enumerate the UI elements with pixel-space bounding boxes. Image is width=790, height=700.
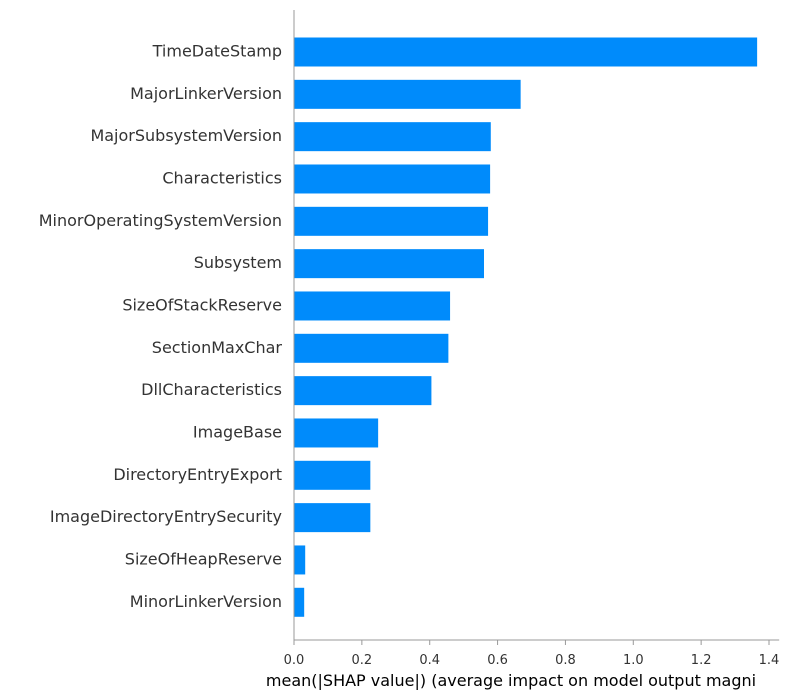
- bar-sectionmaxchar: [294, 333, 449, 363]
- category-label-sizeofheapreserve: SizeOfHeapReserve: [125, 549, 282, 568]
- bar-minorlinkerversion: [294, 587, 305, 617]
- category-label-timedatestamp: TimeDateStamp: [152, 42, 282, 61]
- bar-minoroperatingsystemversion: [294, 206, 489, 236]
- x-ticks-group: 0.0 0.2 0.4 0.6 0.8 1.0 1.2 1.4: [284, 640, 780, 668]
- x-axis-title: mean(|SHAP value|) (average impact on mo…: [266, 671, 756, 690]
- category-label-majorlinkerversion: MajorLinkerVersion: [130, 84, 282, 103]
- bar-majorsubsystemversion: [294, 122, 491, 152]
- bar-directoryentryexport: [294, 460, 371, 490]
- bar-sizeofstackreserve: [294, 291, 451, 321]
- bar-characteristics: [294, 164, 491, 194]
- category-labels-group: TimeDateStamp MajorLinkerVersion MajorSubs…: [39, 42, 283, 611]
- bar-subsystem: [294, 249, 484, 279]
- x-tick-label: 1.4: [759, 653, 780, 668]
- category-label-subsystem: Subsystem: [194, 253, 282, 272]
- category-label-sizeofstackreserve: SizeOfStackReserve: [122, 295, 282, 314]
- category-label-sectionmaxchar: SectionMaxChar: [152, 338, 283, 357]
- category-label-minorlinkerversion: MinorLinkerVersion: [130, 592, 282, 611]
- bar-dllcharacteristics: [294, 376, 432, 406]
- bar-timedatestamp: [294, 37, 758, 67]
- bar-majorlinkerversion: [294, 79, 521, 109]
- category-label-minoroperatingsystemversion: MinorOperatingSystemVersion: [39, 211, 282, 230]
- bars-group: [294, 37, 758, 617]
- x-tick-label: 0.0: [284, 653, 305, 668]
- x-tick-label: 0.2: [352, 653, 373, 668]
- x-tick-label: 1.0: [623, 653, 644, 668]
- bar-sizeofheapreserve: [294, 545, 306, 575]
- category-label-majorsubsystemversion: MajorSubsystemVersion: [90, 126, 282, 145]
- category-label-imagedirectoryentrysecurity: ImageDirectoryEntrySecurity: [50, 507, 282, 526]
- category-label-characteristics: Characteristics: [162, 168, 282, 187]
- category-label-directoryentryexport: DirectoryEntryExport: [113, 465, 282, 484]
- x-tick-label: 0.8: [555, 653, 576, 668]
- x-tick-label: 0.6: [487, 653, 508, 668]
- x-tick-label: 0.4: [419, 653, 440, 668]
- x-tick-label: 1.2: [691, 653, 712, 668]
- bar-imagebase: [294, 418, 379, 448]
- category-label-imagebase: ImageBase: [193, 422, 282, 441]
- category-label-dllcharacteristics: DllCharacteristics: [141, 380, 282, 399]
- bar-imagedirectoryentrysecurity: [294, 503, 371, 533]
